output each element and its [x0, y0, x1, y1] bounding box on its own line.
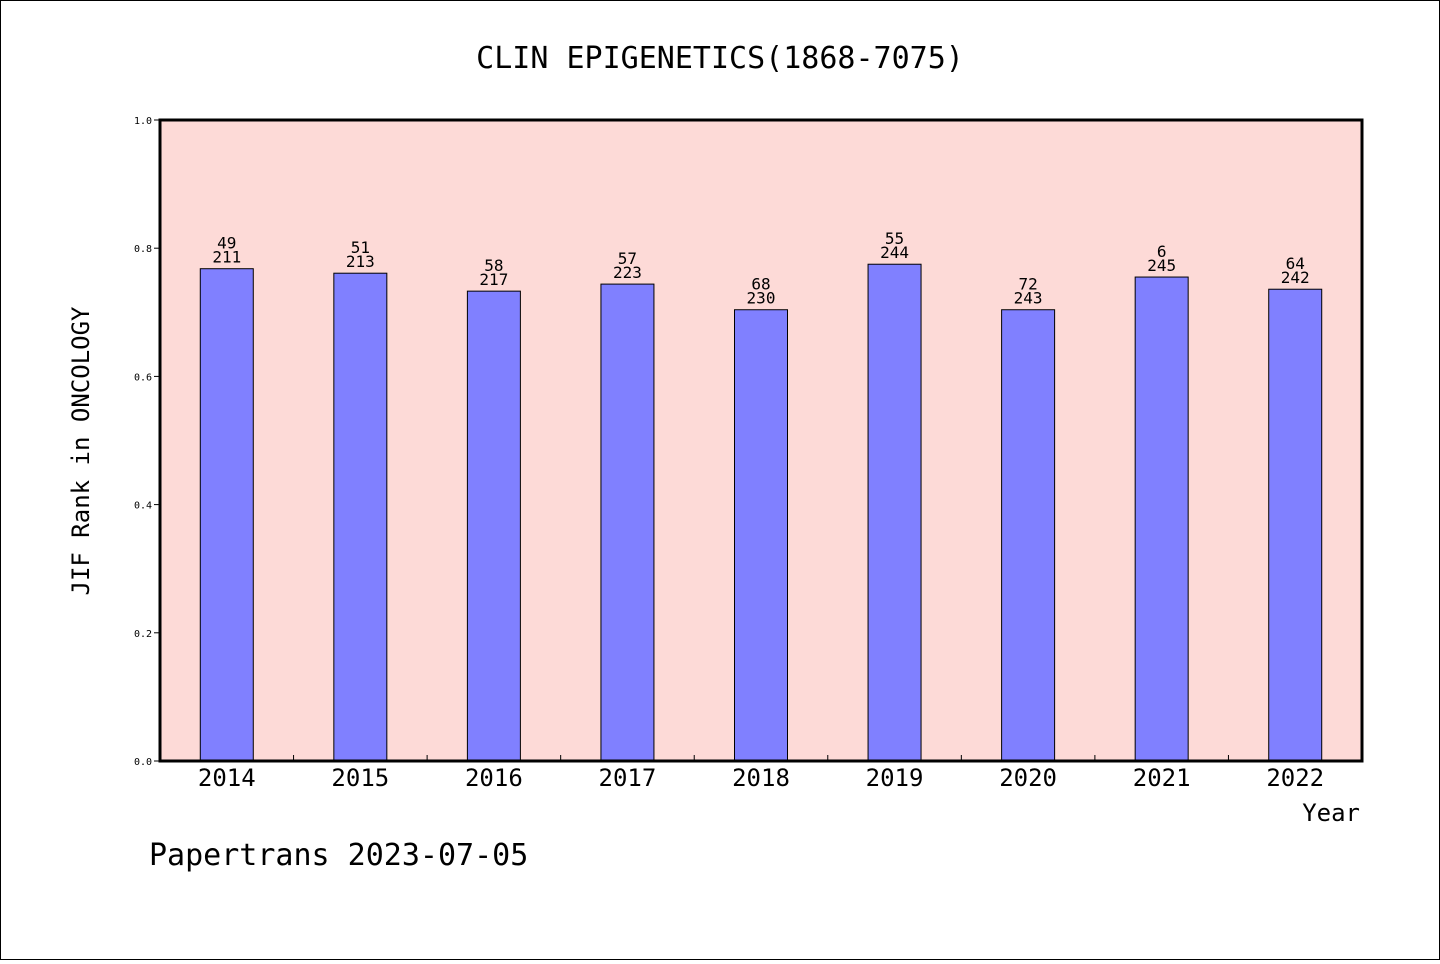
data-label-total: 242 — [1281, 268, 1310, 287]
bar-2018 — [734, 309, 788, 762]
bar-2019 — [867, 263, 922, 762]
bar-2021 — [1134, 276, 1189, 762]
bar-2016 — [466, 290, 521, 762]
x-tick-label: 2015 — [331, 764, 389, 792]
bar-2014 — [199, 268, 254, 762]
data-label-total: 244 — [880, 243, 909, 262]
chart-title: CLIN EPIGENETICS(1868-7075) — [476, 41, 964, 76]
data-label-rank: 72 — [1018, 275, 1037, 294]
data-label-rank: 58 — [484, 256, 503, 275]
x-tick-label: 2016 — [465, 764, 523, 792]
x-tick-label: 2018 — [732, 764, 790, 792]
x-tick-label: 2014 — [198, 764, 256, 792]
y-tick-label: 0.2 — [134, 629, 152, 640]
data-label-total: 223 — [613, 263, 642, 282]
data-label-total: 213 — [346, 252, 375, 271]
data-label-rank: 6 — [1157, 242, 1167, 261]
data-label-rank: 49 — [217, 234, 236, 253]
data-label-total: 217 — [479, 270, 508, 289]
x-tick-label: 2017 — [599, 764, 657, 792]
data-label-total: 211 — [212, 248, 241, 267]
y-tick-label: 1.0 — [134, 116, 152, 127]
data-label-rank: 68 — [751, 275, 770, 294]
data-label-rank: 57 — [618, 249, 637, 268]
bar-2020 — [1001, 309, 1056, 762]
data-label-rank: 64 — [1286, 254, 1305, 273]
x-tick-label: 2022 — [1266, 764, 1324, 792]
y-tick-label: 0.4 — [134, 501, 152, 512]
x-tick-label: 2019 — [866, 764, 924, 792]
data-label-total: 230 — [747, 289, 776, 308]
x-tick-label: 2020 — [999, 764, 1057, 792]
y-tick-label: 0.0 — [134, 757, 152, 768]
x-tick-label: 2021 — [1133, 764, 1191, 792]
plot-border — [158, 118, 1364, 763]
y-tick-label: 0.8 — [134, 244, 152, 255]
data-label-total: 243 — [1014, 289, 1043, 308]
bar-2022 — [1268, 288, 1323, 762]
data-label-total: 245 — [1147, 256, 1176, 275]
y-axis-label: JIF Rank in ONCOLOGY — [67, 306, 95, 596]
y-tick-label: 0.6 — [134, 372, 152, 383]
bars-layer — [199, 263, 1323, 762]
footer-watermark: Papertrans 2023-07-05 — [149, 838, 528, 873]
data-label-rank: 51 — [351, 238, 370, 257]
bar-2017 — [600, 283, 655, 762]
x-axis-label: Year — [1302, 799, 1360, 827]
data-label-rank: 55 — [885, 229, 904, 248]
bar-2015 — [333, 272, 388, 762]
